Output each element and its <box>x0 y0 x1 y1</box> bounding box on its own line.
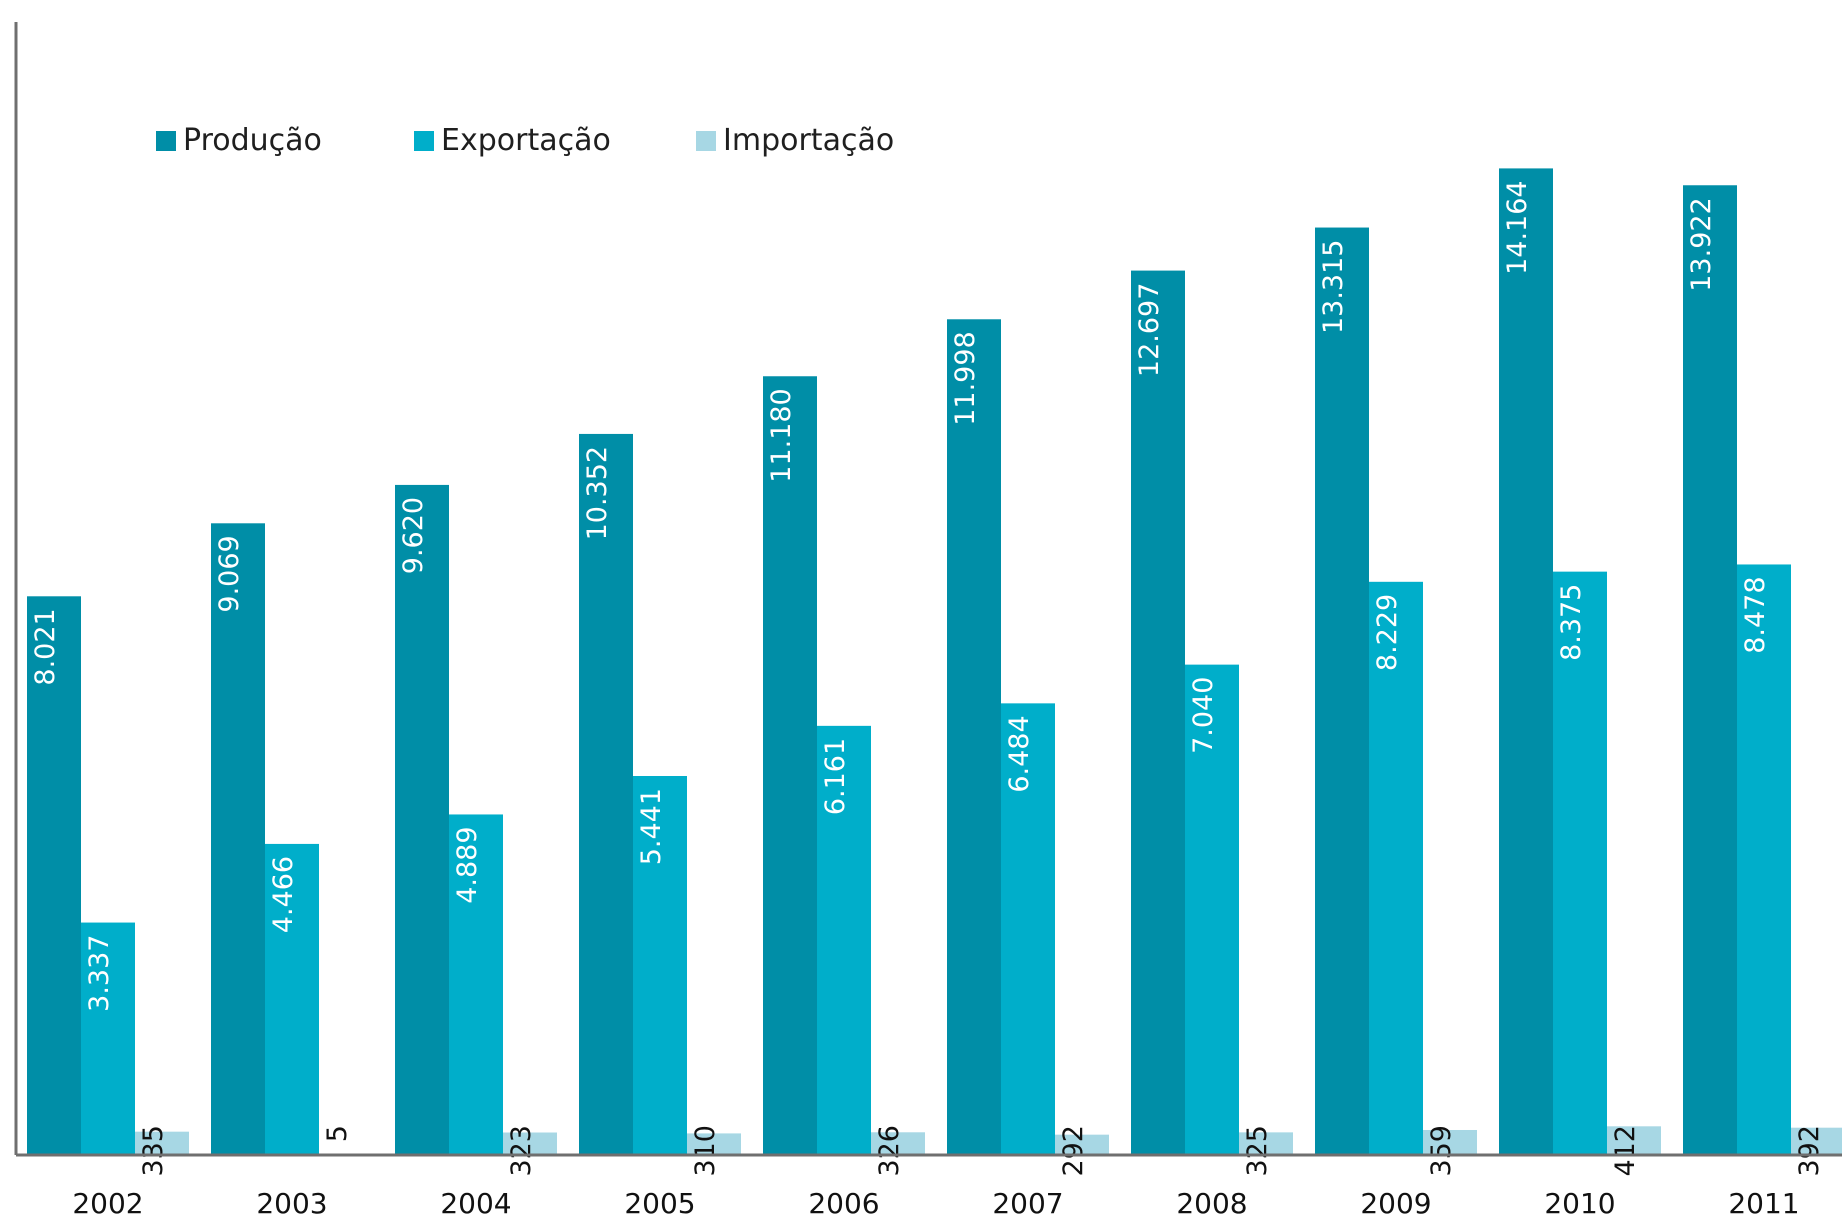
value-label-exportação-2005: 5.441 <box>636 788 667 865</box>
value-label-importação-2002: 335 <box>138 1125 169 1177</box>
bar-produção-2010 <box>1499 168 1553 1155</box>
bar-exportação-2009 <box>1369 581 1423 1155</box>
bar-exportação-2004 <box>449 814 503 1155</box>
bar-importação-2006 <box>871 1132 925 1155</box>
value-label-produção-2011: 13.922 <box>1686 197 1717 291</box>
value-label-produção-2006: 11.180 <box>766 388 797 482</box>
value-label-produção-2010: 14.164 <box>1502 180 1533 274</box>
bar-importação-2009 <box>1423 1129 1477 1155</box>
value-label-importação-2007: 292 <box>1058 1125 1089 1177</box>
bar-importação-2007 <box>1055 1134 1109 1155</box>
legend-item: Importação <box>696 123 894 158</box>
bar-exportação-2003 <box>265 843 319 1155</box>
value-label-produção-2005: 10.352 <box>582 446 613 540</box>
bar-importação-2008 <box>1239 1132 1293 1155</box>
value-label-exportação-2006: 6.161 <box>820 738 851 815</box>
bar-exportação-2007 <box>1001 703 1055 1155</box>
value-label-produção-2008: 12.697 <box>1134 283 1165 377</box>
bar-exportação-2002 <box>81 922 135 1155</box>
bar-exportação-2008 <box>1185 664 1239 1155</box>
bar-importação-2004 <box>503 1132 557 1155</box>
value-label-exportação-2002: 3.337 <box>84 935 115 1012</box>
value-label-exportação-2004: 4.889 <box>452 826 483 903</box>
bar-exportação-2010 <box>1553 571 1607 1155</box>
value-label-importação-2009: 359 <box>1426 1125 1457 1177</box>
bar-exportação-2011 <box>1737 564 1791 1155</box>
bar-produção-2003 <box>211 523 265 1155</box>
bar-produção-2011 <box>1683 185 1737 1156</box>
value-label-produção-2007: 11.998 <box>950 331 981 425</box>
value-label-exportação-2010: 8.375 <box>1556 584 1587 661</box>
value-label-produção-2009: 13.315 <box>1318 240 1349 334</box>
x-tick-label-2002: 2002 <box>72 1187 143 1219</box>
legend-label: Importação <box>723 123 894 158</box>
bar-exportação-2006 <box>817 725 871 1155</box>
legend-swatch <box>696 131 716 151</box>
legend-label: Exportação <box>441 123 611 158</box>
x-tick-label-2004: 2004 <box>440 1187 511 1219</box>
value-label-importação-2006: 326 <box>874 1125 905 1177</box>
bar-produção-2008 <box>1131 270 1185 1156</box>
bar-importação-2005 <box>687 1133 741 1155</box>
legend: Produção Exportação Importação <box>156 123 894 158</box>
bar-produção-2009 <box>1315 227 1369 1155</box>
x-tick-label-2003: 2003 <box>256 1187 327 1219</box>
value-label-exportação-2007: 6.484 <box>1004 715 1035 792</box>
value-label-exportação-2003: 4.466 <box>268 856 299 933</box>
bar-produção-2005 <box>579 433 633 1155</box>
value-label-exportação-2008: 7.040 <box>1188 677 1219 754</box>
bar-produção-2006 <box>763 376 817 1156</box>
data-labels-layer: 8.021 3.337 335 9.069 4.466 5 9.620 4.889 323 10.… <box>30 180 1825 1176</box>
value-label-importação-2003: 5 <box>322 1125 353 1142</box>
value-label-importação-2008: 325 <box>1242 1125 1273 1177</box>
value-label-produção-2002: 8.021 <box>30 608 61 685</box>
value-label-produção-2003: 9.069 <box>214 535 245 612</box>
bar-importação-2011 <box>1791 1127 1842 1155</box>
bar-produção-2004 <box>395 484 449 1155</box>
x-tick-label-2007: 2007 <box>992 1187 1063 1219</box>
legend-label: Produção <box>183 123 322 158</box>
axes-layer: 2002 2003 2004 2005 2006 2007 2008 2009 2010 2011 <box>14 22 1842 1219</box>
x-tick-label-2006: 2006 <box>808 1187 879 1219</box>
value-label-importação-2005: 310 <box>690 1125 721 1177</box>
value-label-exportação-2011: 8.478 <box>1740 576 1771 653</box>
bar-importação-2010 <box>1607 1126 1661 1155</box>
x-tick-label-2005: 2005 <box>624 1187 695 1219</box>
bar-produção-2007 <box>947 319 1001 1156</box>
x-tick-label-2010: 2010 <box>1544 1187 1615 1219</box>
bar-produção-2002 <box>27 596 81 1155</box>
value-label-exportação-2009: 8.229 <box>1372 594 1403 671</box>
value-label-importação-2010: 412 <box>1610 1125 1641 1177</box>
x-tick-label-2009: 2009 <box>1360 1187 1431 1219</box>
legend-item: Exportação <box>414 123 611 158</box>
legend-swatch <box>414 131 434 151</box>
value-label-importação-2004: 323 <box>506 1125 537 1177</box>
value-label-produção-2004: 9.620 <box>398 497 429 574</box>
bar-importação-2002 <box>135 1131 189 1155</box>
x-tick-label-2008: 2008 <box>1176 1187 1247 1219</box>
legend-swatch <box>156 131 176 151</box>
value-label-importação-2011: 392 <box>1794 1125 1825 1177</box>
bar-exportação-2005 <box>633 776 687 1155</box>
legend-item: Produção <box>156 123 322 158</box>
x-tick-label-2011: 2011 <box>1728 1187 1799 1219</box>
bars-layer <box>27 168 1842 1156</box>
